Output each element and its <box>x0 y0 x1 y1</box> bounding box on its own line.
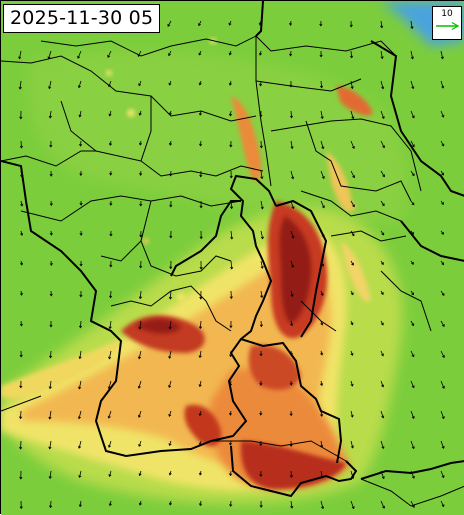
legend-arrow-icon <box>435 21 461 31</box>
field-speck <box>143 238 149 244</box>
legend-speed-label: 10 <box>433 9 461 19</box>
wind-legend: 10 <box>432 6 462 40</box>
timestamp-label: 2025-11-30 05 <box>3 4 160 33</box>
field-speck <box>106 70 112 76</box>
field-speck <box>177 293 185 301</box>
wind-arrow-icon <box>21 441 22 449</box>
field-speck <box>127 109 135 117</box>
